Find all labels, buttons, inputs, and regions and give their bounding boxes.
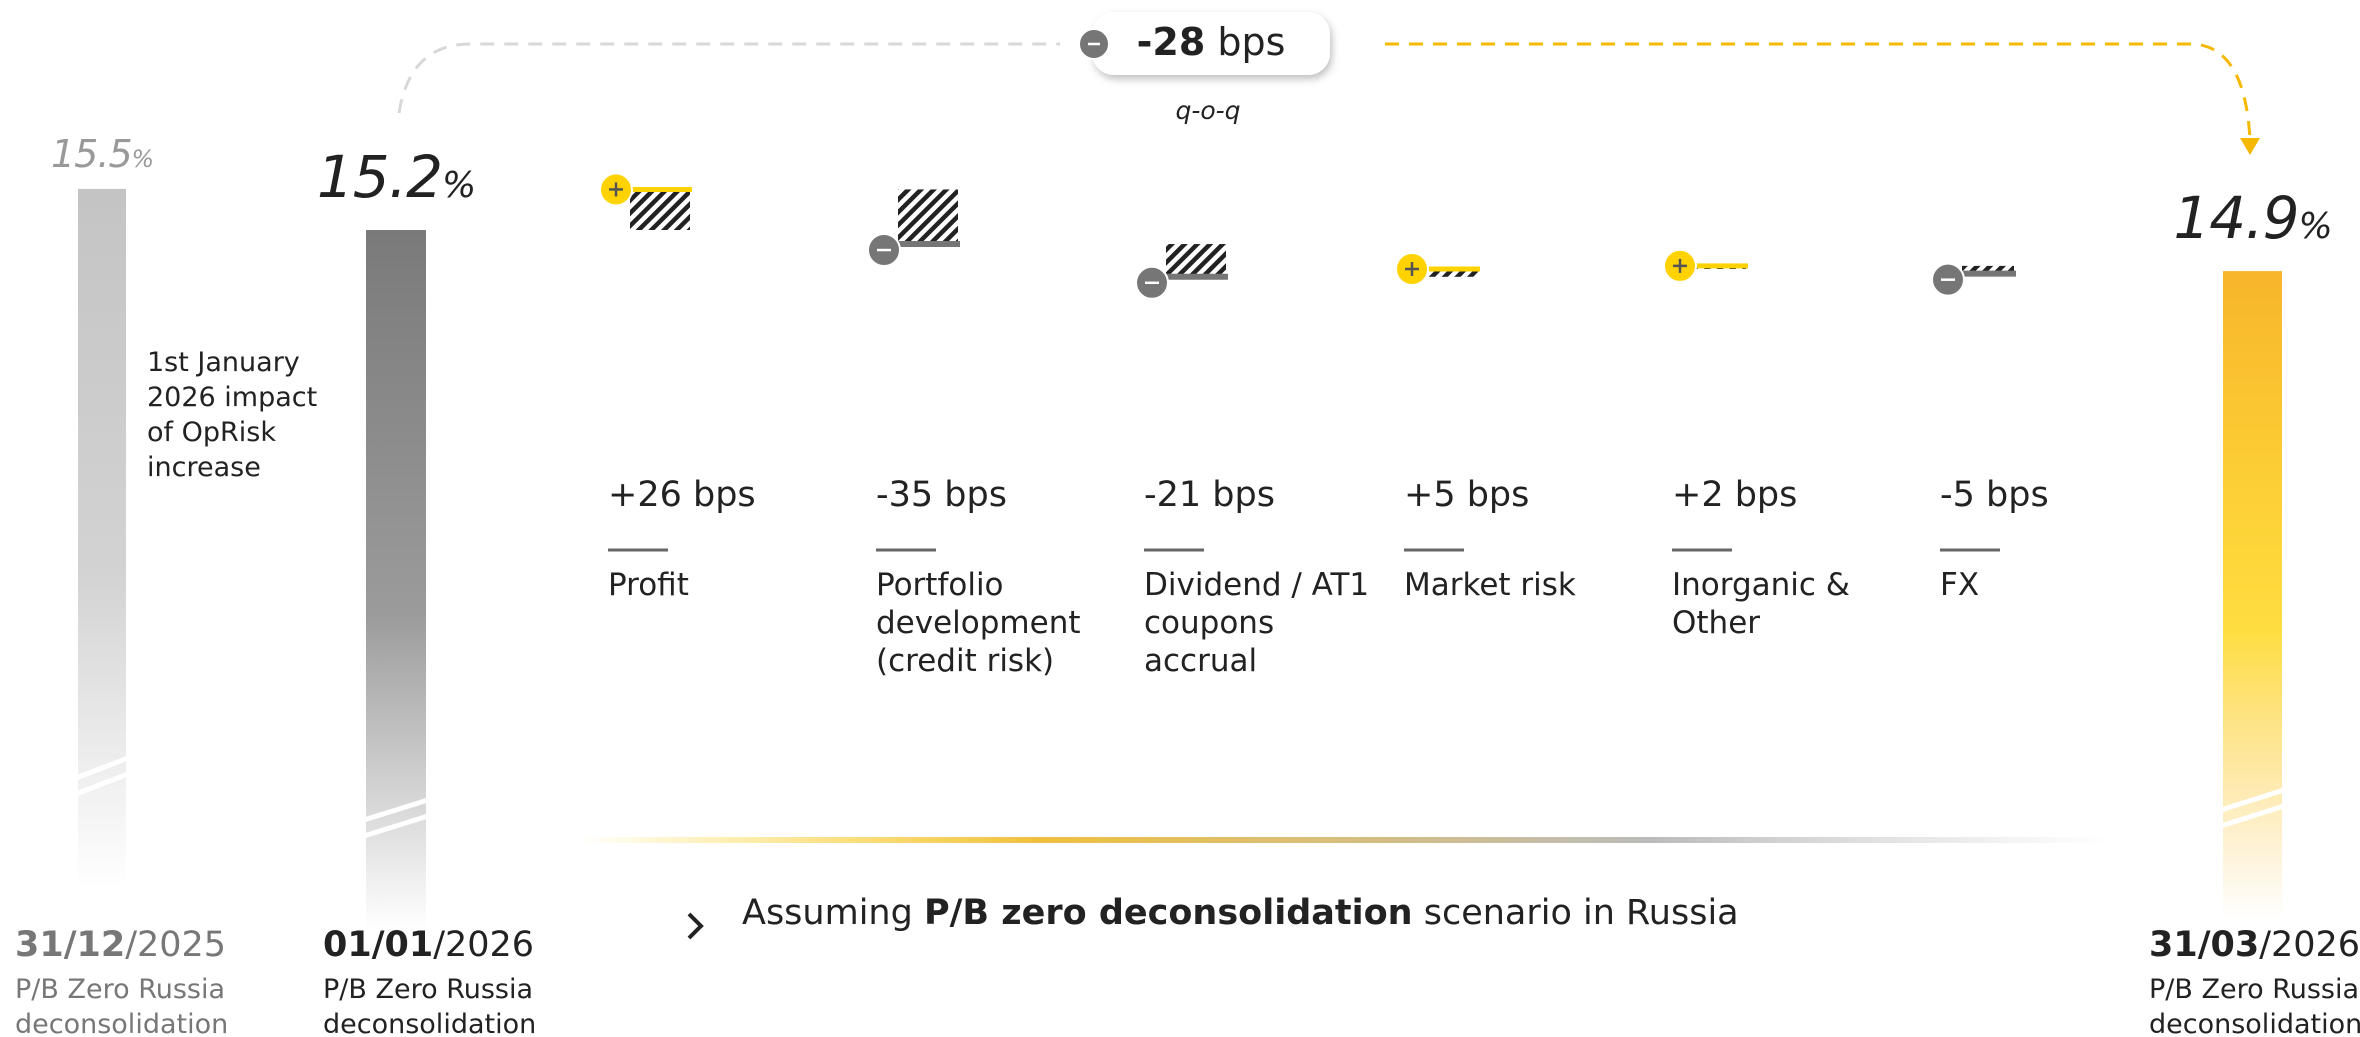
bar-caption: P/B Zero Russia deconsolidation: [2149, 974, 2360, 1037]
step-value: -21 bps: [1144, 475, 1275, 515]
footnote-part: scenario in Russia: [1412, 893, 1739, 933]
total-label: -28 bps: [1136, 20, 1286, 64]
step-block: [1426, 269, 1478, 277]
bar-caption: P/B Zero Russia deconsolidation: [15, 974, 229, 1037]
step-block: [1962, 265, 2014, 274]
bar-label: 14.9%: [2173, 184, 2332, 253]
total-connector-right: [1385, 42, 2252, 141]
bar: [366, 230, 426, 930]
arrow-head: [2240, 138, 2260, 155]
bar-label: 15.5%: [51, 131, 154, 176]
step-category: Inorganic & Other: [1672, 567, 1850, 641]
bar-label: 15.2%: [316, 143, 476, 211]
divider: [580, 837, 2110, 843]
footnote-part: P/B zero deconsolidation: [923, 893, 1413, 933]
step-category: Profit: [608, 567, 689, 603]
footnote: Assuming P/B zero deconsolidation scenar…: [742, 893, 1739, 933]
axis-break: [75, 755, 129, 797]
bar-caption: P/B Zero Russia deconsolidation: [323, 974, 537, 1037]
step-value: +5 bps: [1404, 475, 1530, 515]
total-connector-left: [397, 42, 1060, 114]
date-label: 31/12/2025: [15, 925, 227, 965]
chevron: [687, 912, 704, 940]
step-block: [630, 189, 690, 230]
step-value: +26 bps: [608, 475, 756, 515]
step-category: Portfolio development (credit risk): [876, 567, 1081, 679]
step-block: [898, 189, 958, 245]
step-value: -5 bps: [1940, 475, 2049, 515]
step-category: Dividend / AT1 coupons accrual: [1144, 567, 1370, 679]
total-pill: [1092, 12, 1330, 75]
date-label: 31/03/2026: [2149, 925, 2360, 965]
axis-break: [363, 797, 429, 839]
step-category: Market risk: [1404, 567, 1576, 603]
step-block: [1166, 244, 1226, 277]
date-label: 01/01/2026: [323, 925, 535, 965]
axis-break: [2220, 787, 2285, 829]
annotation: 1st January 2026 impact of OpRisk increa…: [147, 347, 318, 483]
footnote-part: Assuming: [742, 893, 924, 933]
step-value: +2 bps: [1672, 475, 1798, 515]
total-note: q-o-q: [1175, 96, 1241, 125]
step-value: -35 bps: [876, 475, 1007, 515]
step-category: FX: [1940, 567, 1980, 603]
